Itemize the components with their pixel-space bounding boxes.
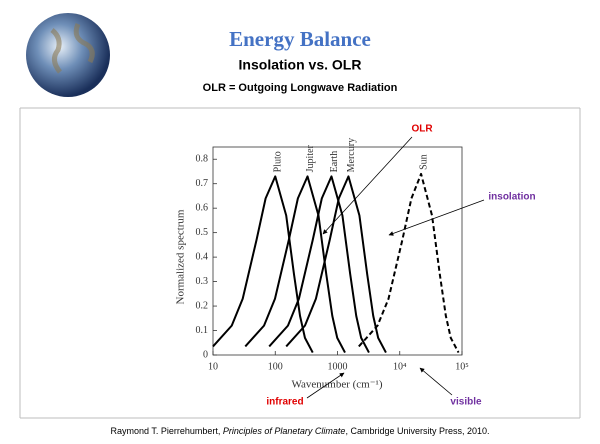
citation: Raymond T. Pierrehumbert, Principles of … bbox=[110, 426, 489, 436]
earth-image bbox=[26, 13, 110, 97]
annotation-arrow bbox=[306, 372, 345, 399]
y-tick-label: 0.3 bbox=[196, 276, 209, 287]
citation-author: Raymond T. Pierrehumbert, bbox=[110, 426, 222, 436]
y-tick-label: 0.2 bbox=[196, 300, 209, 311]
y-tick-label: 0.1 bbox=[196, 325, 209, 336]
series-label: Sun bbox=[418, 154, 429, 170]
series-line bbox=[268, 175, 370, 354]
series-line bbox=[212, 175, 314, 354]
slide-subtitle: Insolation vs. OLR bbox=[239, 57, 362, 73]
series-label: Earth bbox=[329, 151, 340, 173]
series-label: Pluto bbox=[273, 151, 284, 172]
series-label: Mercury bbox=[346, 138, 357, 172]
series-line bbox=[358, 172, 460, 354]
citation-book: Principles of Planetary Climate bbox=[223, 426, 346, 436]
annotation-arrow bbox=[419, 367, 453, 396]
x-tick-label: 1000 bbox=[328, 361, 348, 372]
annotations: OLR insolation infrared visible bbox=[266, 124, 535, 408]
y-tick-label: 0.6 bbox=[196, 202, 209, 213]
annotation-arrow bbox=[388, 199, 485, 236]
x-tick-label: 100 bbox=[268, 361, 283, 372]
plot: 0 0.1 0.2 0.3 0.4 0.5 0.6 0.7 0.8 10 100 1000 10⁴ 10⁵… bbox=[196, 138, 469, 372]
y-tick-label: 0.5 bbox=[196, 227, 209, 238]
y-axis-title: Normalized spectrum bbox=[175, 209, 187, 304]
annotation: infrared bbox=[266, 397, 303, 408]
citation-rest: , Cambridge University Press, 2010. bbox=[345, 426, 489, 436]
y-tick-label: 0.4 bbox=[196, 251, 209, 262]
annotation: visible bbox=[450, 397, 482, 408]
slide-title: Energy Balance bbox=[229, 27, 371, 51]
x-tick-label: 10 bbox=[208, 361, 218, 372]
x-tick-label: 10⁴ bbox=[393, 361, 407, 372]
x-axis-title: Wavenumber (cm⁻¹) bbox=[292, 379, 383, 391]
y-tick-label: 0.8 bbox=[196, 154, 209, 165]
series-line bbox=[285, 175, 387, 354]
slide-frame bbox=[19, 107, 581, 419]
series-label: Jupiter bbox=[305, 144, 316, 172]
y-tick-label: 0.7 bbox=[196, 178, 209, 189]
slide-definition: OLR = Outgoing Longwave Radiation bbox=[203, 82, 398, 94]
earth-land bbox=[50, 23, 95, 74]
annotation-arrow bbox=[322, 136, 413, 235]
series-line bbox=[244, 175, 346, 354]
annotation: OLR bbox=[411, 124, 433, 135]
annotation: insolation bbox=[488, 192, 535, 203]
x-tick-label: 10⁵ bbox=[455, 361, 469, 372]
y-tick-label: 0 bbox=[203, 349, 208, 360]
